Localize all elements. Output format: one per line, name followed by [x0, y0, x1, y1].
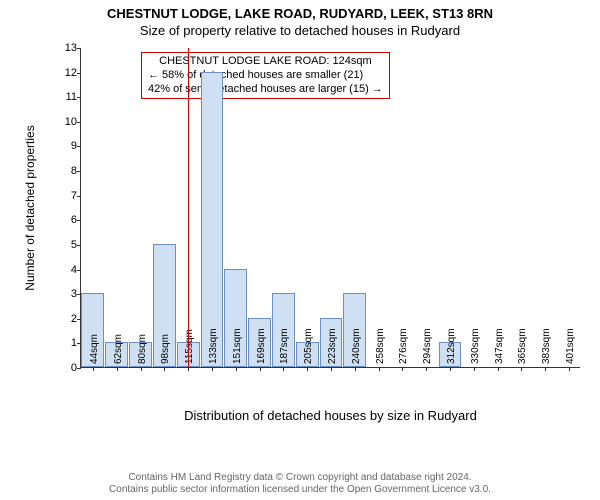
y-tick-label: 9 — [53, 140, 77, 152]
x-tick-mark — [426, 367, 427, 371]
x-tick-label: 294sqm — [422, 328, 433, 364]
y-tick-mark — [77, 368, 81, 369]
y-tick-mark — [77, 146, 81, 147]
x-tick-mark — [141, 367, 142, 371]
x-tick-label: 98sqm — [160, 334, 171, 364]
annotation-line: ← 58% of detached houses are smaller (21… — [148, 69, 383, 83]
x-tick-mark — [450, 367, 451, 371]
y-tick-label: 4 — [53, 264, 77, 276]
x-tick-mark — [307, 367, 308, 371]
y-tick-label: 7 — [53, 190, 77, 202]
x-tick-mark — [474, 367, 475, 371]
x-tick-mark — [355, 367, 356, 371]
x-tick-label: 80sqm — [137, 334, 148, 364]
y-tick-mark — [77, 196, 81, 197]
x-tick-label: 365sqm — [517, 328, 528, 364]
y-tick-label: 1 — [53, 337, 77, 349]
x-tick-label: 240sqm — [351, 328, 362, 364]
x-tick-mark — [545, 367, 546, 371]
x-axis-label: Distribution of detached houses by size … — [81, 408, 580, 423]
footer-line-1: Contains HM Land Registry data © Crown c… — [0, 472, 600, 483]
x-tick-mark — [236, 367, 237, 371]
x-tick-label: 347sqm — [494, 328, 505, 364]
x-tick-label: 383sqm — [541, 328, 552, 364]
x-tick-label: 205sqm — [303, 328, 314, 364]
x-tick-label: 151sqm — [232, 328, 243, 364]
y-tick-mark — [77, 171, 81, 172]
y-tick-mark — [77, 73, 81, 74]
y-tick-label: 3 — [53, 288, 77, 300]
x-tick-label: 133sqm — [208, 328, 219, 364]
y-tick-mark — [77, 122, 81, 123]
y-tick-label: 10 — [53, 116, 77, 128]
x-tick-mark — [521, 367, 522, 371]
y-tick-label: 12 — [53, 67, 77, 79]
x-tick-mark — [402, 367, 403, 371]
chart-container: CHESTNUT LODGE, LAKE ROAD, RUDYARD, LEEK… — [0, 0, 600, 500]
y-tick-label: 13 — [53, 42, 77, 54]
y-tick-mark — [77, 48, 81, 49]
x-tick-mark — [379, 367, 380, 371]
chart-title-sub: Size of property relative to detached ho… — [0, 21, 600, 38]
x-tick-label: 223sqm — [327, 328, 338, 364]
y-tick-label: 5 — [53, 239, 77, 251]
x-tick-mark — [569, 367, 570, 371]
x-tick-label: 187sqm — [279, 328, 290, 364]
plot-area: CHESTNUT LODGE LAKE ROAD: 124sqm← 58% of… — [80, 48, 580, 368]
x-tick-mark — [212, 367, 213, 371]
x-tick-mark — [283, 367, 284, 371]
chart-title-address: CHESTNUT LODGE, LAKE ROAD, RUDYARD, LEEK… — [0, 0, 600, 21]
x-tick-label: 169sqm — [256, 328, 267, 364]
x-tick-label: 276sqm — [398, 328, 409, 364]
x-tick-mark — [164, 367, 165, 371]
y-tick-label: 6 — [53, 214, 77, 226]
x-tick-mark — [117, 367, 118, 371]
chart-area: Number of detached properties CHESTNUT L… — [50, 48, 580, 404]
y-tick-mark — [77, 245, 81, 246]
footer-line-2: Contains public sector information licen… — [0, 484, 600, 495]
y-tick-label: 0 — [53, 362, 77, 374]
marker-line — [188, 48, 189, 367]
y-tick-label: 8 — [53, 165, 77, 177]
y-axis-label: Number of detached properties — [23, 125, 37, 290]
y-tick-mark — [77, 294, 81, 295]
x-tick-mark — [93, 367, 94, 371]
x-tick-label: 312sqm — [446, 328, 457, 364]
y-tick-mark — [77, 343, 81, 344]
x-tick-label: 258sqm — [375, 328, 386, 364]
footer-attribution: Contains HM Land Registry data © Crown c… — [0, 471, 600, 496]
x-tick-mark — [260, 367, 261, 371]
x-tick-label: 115sqm — [184, 329, 195, 364]
annotation-line: 42% of semi-detached houses are larger (… — [148, 83, 383, 97]
x-tick-mark — [498, 367, 499, 371]
y-tick-mark — [77, 97, 81, 98]
annotation-box: CHESTNUT LODGE LAKE ROAD: 124sqm← 58% of… — [141, 52, 390, 99]
x-tick-label: 44sqm — [89, 334, 100, 364]
y-tick-mark — [77, 270, 81, 271]
y-tick-label: 11 — [53, 91, 77, 103]
x-tick-mark — [331, 367, 332, 371]
x-tick-mark — [188, 367, 189, 371]
annotation-line: CHESTNUT LODGE LAKE ROAD: 124sqm — [148, 55, 383, 69]
y-tick-mark — [77, 319, 81, 320]
y-tick-label: 2 — [53, 313, 77, 325]
y-tick-mark — [77, 220, 81, 221]
x-tick-label: 330sqm — [470, 328, 481, 364]
x-tick-label: 401sqm — [565, 328, 576, 364]
x-tick-label: 62sqm — [113, 334, 124, 364]
bar — [201, 72, 224, 367]
